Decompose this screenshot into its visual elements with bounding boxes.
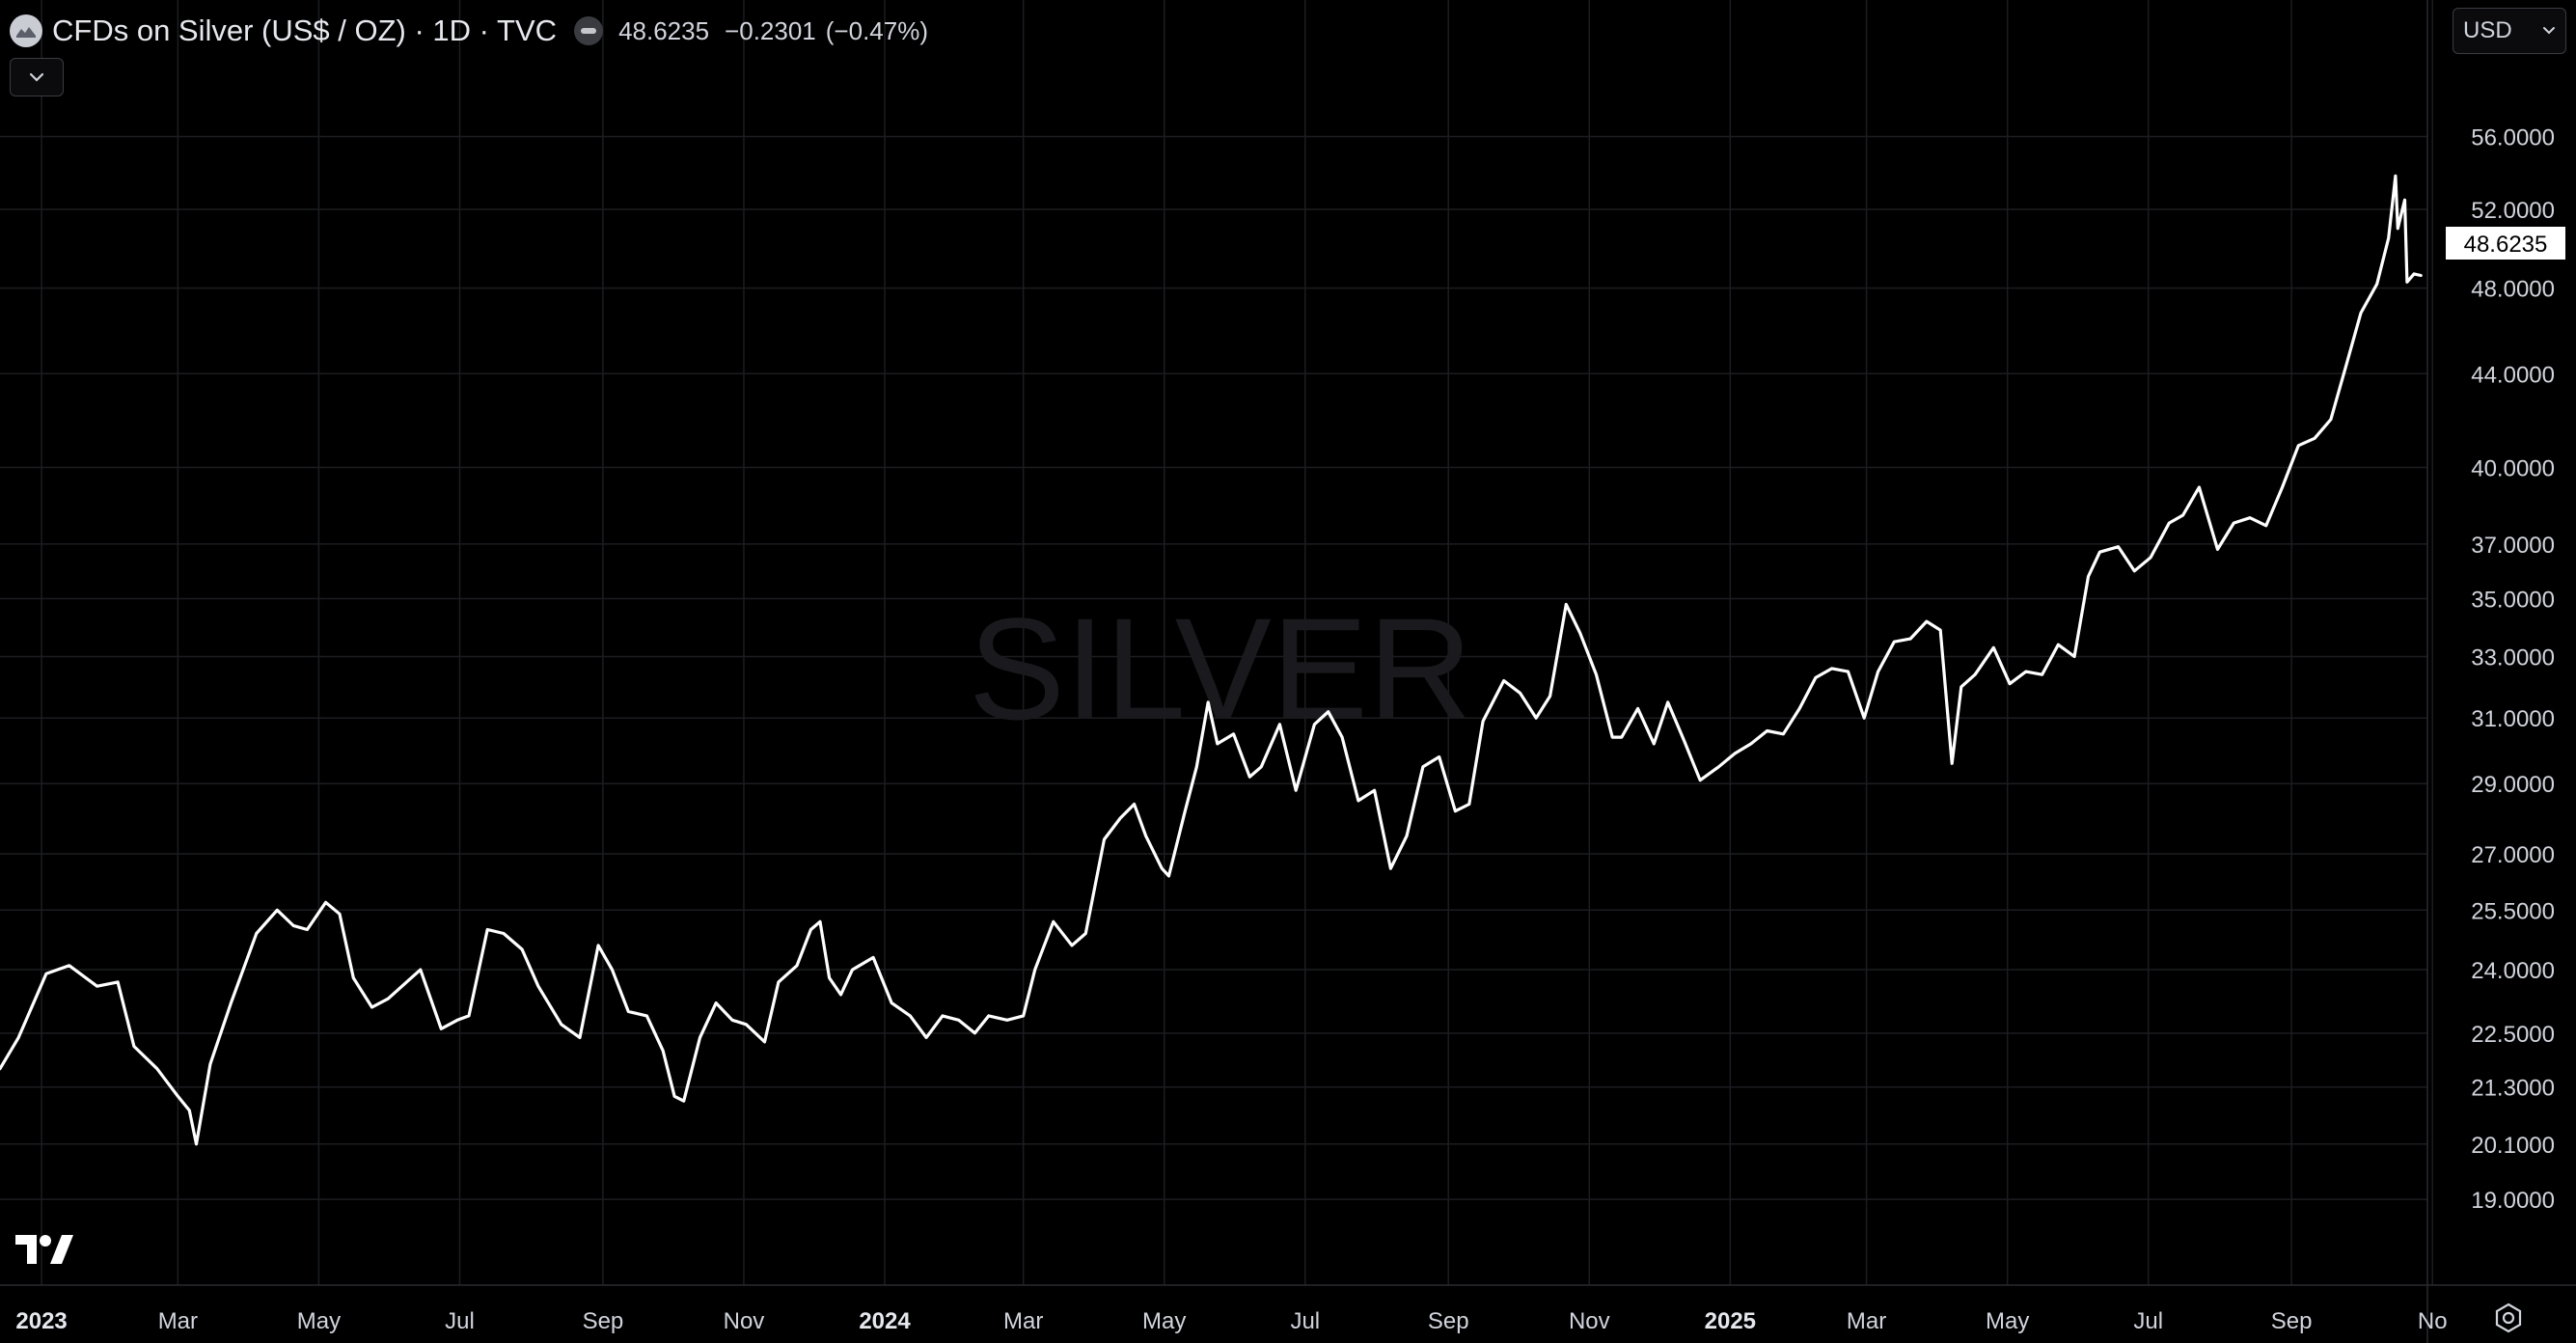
x-tick-label: 2023 [15,1308,67,1334]
y-tick-label: 31.0000 [2471,706,2555,732]
time-axis[interactable]: 2023 Mar May Jul Sep Nov 2024 Mar May Jul Sep Nov 20… [15,1308,2447,1334]
price-axis[interactable]: 56.0000 52.0000 48.0000 44.0000 40.0000 37.00… [2471,125,2555,1215]
x-tick-label: Jul [2133,1308,2163,1334]
price-change: −0.2301 [725,15,816,45]
x-tick-label: Mar [1003,1308,1043,1334]
y-tick-label: 25.5000 [2471,898,2555,924]
x-tick-label: Sep [2271,1308,2313,1334]
symbol-title[interactable]: CFDs on Silver (US$ / OZ) · 1D · TVC [52,14,558,47]
x-tick-label: Sep [1428,1308,1469,1334]
x-tick-label: Jul [445,1308,475,1334]
x-tick-label: May [1986,1308,2029,1334]
price-change-percent: (−0.47%) [825,15,928,45]
y-tick-label: 56.0000 [2471,125,2555,151]
x-tick-label: Nov [724,1308,765,1334]
y-tick-label: 40.0000 [2471,455,2555,481]
x-tick-label: May [1142,1308,1186,1334]
y-tick-label: 33.0000 [2471,645,2555,672]
y-tick-label: 21.3000 [2471,1076,2555,1102]
y-tick-label: 52.0000 [2471,198,2555,224]
x-tick-label: 2025 [1705,1308,1756,1334]
currency-selector[interactable]: USD [2453,8,2566,54]
tradingview-logo-icon[interactable] [15,1233,75,1271]
x-tick-label: Jul [1290,1308,1320,1334]
gear-icon[interactable] [2493,1302,2524,1338]
last-price: 48.6235 [618,15,710,45]
x-tick-label: May [297,1308,341,1334]
y-tick-label: 37.0000 [2471,533,2555,559]
x-tick-label: Nov [1569,1308,1610,1334]
collapse-legend-button[interactable] [10,58,64,96]
chevron-down-icon [29,72,44,82]
y-tick-label: 22.5000 [2471,1022,2555,1048]
x-tick-label: Mar [158,1308,198,1334]
y-tick-label: 35.0000 [2471,588,2555,614]
x-tick-label: No [2418,1308,2448,1334]
x-tick-label: Sep [583,1308,624,1334]
y-tick-label: 48.0000 [2471,277,2555,303]
last-price-marker: 48.6235 [2446,227,2565,260]
last-price-label-bg [2446,227,2565,260]
last-price-label: 48.6235 [2464,232,2548,258]
x-tick-label: 2024 [859,1308,911,1334]
y-tick-label: 19.0000 [2471,1188,2555,1214]
symbol-watermark: SILVER [969,588,1472,750]
y-tick-label: 20.1000 [2471,1133,2555,1159]
chart-legend-header: CFDs on Silver (US$ / OZ) · 1D · TVC 48.… [10,12,928,50]
silver-symbol-icon[interactable] [10,14,42,47]
y-tick-label: 24.0000 [2471,958,2555,984]
y-tick-label: 44.0000 [2471,362,2555,388]
y-tick-label: 29.0000 [2471,772,2555,798]
currency-label: USD [2463,17,2512,43]
market-status-icon[interactable] [574,16,604,45]
chevron-down-icon [2543,27,2555,35]
x-tick-label: Mar [1847,1308,1886,1334]
price-line [0,174,2423,1146]
y-tick-label: 27.0000 [2471,842,2555,868]
price-series [0,174,2423,1146]
